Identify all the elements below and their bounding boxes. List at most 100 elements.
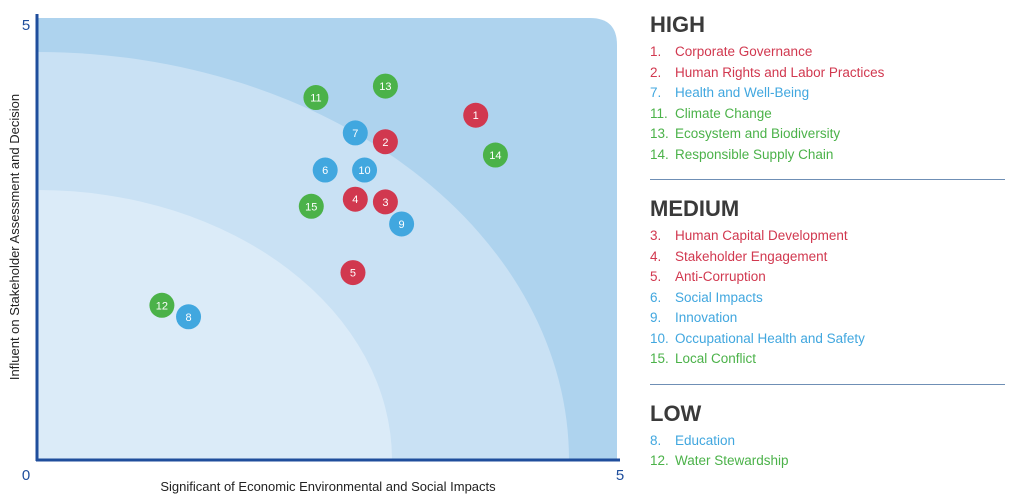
legend-item-text: Corporate Governance [675, 44, 813, 59]
legend-group-low: LOW 8. Education 12. Water Stewardship [650, 401, 1005, 472]
x-tick-label-max: 5 [616, 467, 624, 484]
data-point-label: 15 [305, 201, 317, 213]
materiality-zones [38, 18, 617, 460]
legend-group-title: LOW [650, 400, 702, 426]
data-point-marker [342, 186, 368, 212]
data-point-marker [372, 129, 398, 155]
data-point-marker [340, 260, 366, 286]
legend-item-text: Human Capital Development [675, 228, 848, 243]
data-point-label: 2 [382, 137, 388, 149]
legend-item: 9. Innovation [650, 308, 1005, 329]
legend-item: 5. Anti-Corruption [650, 267, 1005, 288]
legend-item-text: Innovation [675, 310, 738, 325]
y-axis-label: Influent on Stakeholder Assessment and D… [7, 94, 22, 380]
data-point-label: 14 [489, 150, 501, 162]
legend-item: 10. Occupational Health and Safety [650, 329, 1005, 350]
data-point-marker [372, 73, 398, 99]
zone-low [38, 190, 392, 460]
data-point-label: 11 [310, 93, 321, 105]
data-point-label: 5 [350, 268, 356, 280]
legend-item-number: 6. [650, 289, 662, 305]
legend-item: 1. Corporate Governance [650, 42, 1005, 63]
data-point-6: 6 [312, 157, 338, 183]
legend-item-text: Anti-Corruption [675, 269, 766, 284]
data-point-3: 3 [372, 189, 398, 215]
data-point-13: 13 [372, 73, 398, 99]
legend-item-number: 5. [650, 269, 662, 284]
data-point-1: 1 [463, 102, 489, 128]
x-axis-label: Significant of Economic Environmental an… [160, 479, 496, 494]
legend-item-number: 8. [650, 432, 662, 448]
data-point-marker [303, 85, 329, 111]
data-point-10: 10 [352, 157, 378, 183]
legend-item: 3. Human Capital Development [650, 226, 1005, 247]
legend-item-number: 15. [650, 351, 669, 366]
legend-item: 7. Health and Well-Being [650, 83, 1005, 104]
legend-list: 1. Corporate Governance 2. Human Rights an… [650, 42, 1005, 165]
legend-group-high: HIGH 1. Corporate Governance 2. Human Righ… [650, 12, 1005, 165]
legend-item: 12. Water Stewardship [650, 451, 1005, 472]
data-point-8: 8 [176, 304, 202, 330]
legend-item-number: 3. [650, 228, 662, 243]
axes [35, 14, 620, 462]
legend-item-text: Stakeholder Engagement [675, 248, 828, 264]
data-point-label: 4 [352, 194, 358, 206]
data-point-5: 5 [340, 260, 366, 286]
data-point-label: 8 [185, 312, 191, 324]
y-tick-label-max: 5 [22, 17, 30, 34]
materiality-chart: 5 0 5 Significant of Economic Environmen… [7, 14, 624, 494]
legend: HIGH 1. Corporate Governance 2. Human Righ… [650, 12, 1005, 472]
data-point-marker [298, 193, 324, 219]
legend-item: 15. Local Conflict [650, 349, 1005, 370]
legend-item: 4. Stakeholder Engagement [650, 247, 1005, 268]
legend-item-number: 4. [650, 248, 662, 264]
legend-item-text: Education [675, 432, 736, 448]
legend-list: 8. Education 12. Water Stewardship [650, 431, 1005, 472]
legend-item: 6. Social Impacts [650, 288, 1005, 309]
legend-item-text: Climate Change [675, 105, 772, 121]
legend-item-text: Local Conflict [675, 351, 757, 366]
legend-item-number: 7. [650, 85, 662, 100]
data-point-label: 9 [399, 219, 405, 231]
data-point-label: 7 [352, 128, 358, 140]
data-point-label: 6 [322, 165, 328, 177]
legend-divider [650, 383, 1005, 385]
legend-item: 11. Climate Change [650, 104, 1005, 125]
legend-group-medium: MEDIUM 3. Human Capital Development 4. Sta… [650, 196, 1005, 370]
data-point-label: 3 [382, 197, 388, 209]
data-point-marker [389, 211, 415, 237]
legend-item-number: 12. [650, 453, 669, 468]
data-point-marker [463, 102, 489, 128]
legend-group-title: HIGH [650, 12, 705, 37]
data-point-label: 13 [379, 81, 391, 93]
data-point-2: 2 [372, 129, 398, 155]
data-point-4: 4 [342, 186, 368, 212]
data-point-marker [342, 120, 368, 146]
x-tick-label-min: 0 [22, 467, 30, 484]
legend-item-text: Social Impacts [675, 289, 763, 305]
data-point-marker [482, 142, 508, 168]
legend-item-text: Health and Well-Being [675, 85, 810, 100]
data-point-marker [176, 304, 202, 330]
legend-item: 14. Responsible Supply Chain [650, 145, 1005, 166]
data-point-9: 9 [389, 211, 415, 237]
legend-item-number: 14. [650, 146, 669, 162]
legend-item-number: 13. [650, 126, 669, 141]
legend-item-text: Water Stewardship [675, 453, 789, 468]
axis-ticks: 5 0 5 [22, 17, 624, 484]
legend-item-text: Responsible Supply Chain [675, 146, 834, 162]
legend-item-text: Occupational Health and Safety [675, 330, 865, 346]
legend-item-number: 11. [650, 105, 668, 121]
legend-item-number: 9. [650, 310, 662, 325]
data-point-marker [372, 189, 398, 215]
legend-group-title: MEDIUM [650, 196, 740, 221]
data-point-marker [352, 157, 378, 183]
data-point-marker [149, 292, 175, 318]
legend-item: 13. Ecosystem and Biodiversity [650, 124, 1005, 145]
legend-item: 8. Education [650, 431, 1005, 452]
legend-item: 2. Human Rights and Labor Practices [650, 63, 1005, 84]
data-point-7: 7 [342, 120, 368, 146]
legend-item-number: 10. [650, 330, 669, 346]
data-point-14: 14 [482, 142, 508, 168]
